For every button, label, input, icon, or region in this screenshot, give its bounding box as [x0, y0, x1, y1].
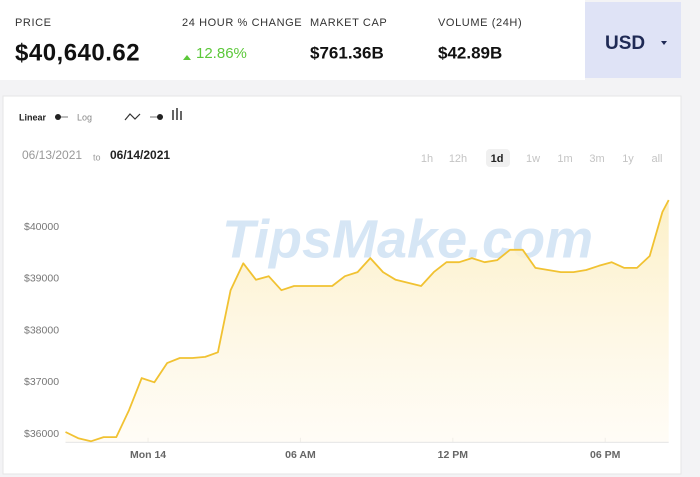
y-tick-label: $37000 — [24, 376, 59, 388]
range-button[interactable]: 1y — [622, 153, 634, 165]
x-tick-label: 06 AM — [285, 449, 316, 461]
date-from[interactable]: 06/13/2021 — [22, 148, 82, 162]
y-tick-label: $39000 — [24, 273, 59, 285]
stat-label: MARKET CAP — [310, 17, 387, 29]
plot: $36000 $37000 $38000 $39000 $40000 Mon 14 06 A… — [24, 199, 670, 461]
type-toggle-knob[interactable] — [157, 114, 163, 120]
date-sep: to — [93, 152, 101, 162]
range-active-bg[interactable] — [486, 149, 510, 167]
watermark: TipsMake.com — [222, 209, 593, 269]
stat-label: 24 HOUR % CHANGE — [182, 17, 302, 29]
header-bar — [0, 0, 585, 80]
date-to[interactable]: 06/14/2021 — [110, 148, 170, 162]
x-tick-label: 12 PM — [438, 449, 469, 461]
range-button[interactable]: 1h — [421, 153, 433, 165]
range-button[interactable]: all — [651, 153, 662, 165]
price-line — [65, 199, 670, 443]
range-button[interactable]: 3m — [589, 153, 604, 165]
y-tick-label: $38000 — [24, 324, 59, 336]
scale-linear[interactable]: Linear — [19, 112, 47, 122]
scale-log[interactable]: Log — [77, 112, 92, 122]
dropdown-caret — [661, 41, 667, 45]
range-button[interactable]: 1w — [526, 153, 540, 165]
range-buttons: 1h 12h 1d 1w 1m 3m 1y all — [421, 149, 663, 167]
candle-icon[interactable] — [172, 108, 182, 120]
stat-value: $40,640.62 — [15, 39, 140, 66]
stat-label: PRICE — [15, 17, 52, 29]
range-button[interactable]: 1m — [557, 153, 572, 165]
stat-value: $42.89B — [438, 43, 502, 62]
currency-label[interactable]: USD — [605, 33, 645, 54]
up-arrow — [183, 55, 191, 60]
range-button[interactable]: 1d — [491, 153, 504, 165]
scale-toggle-knob[interactable] — [55, 114, 61, 120]
y-tick-label: $36000 — [24, 428, 59, 440]
x-tick-label: 06 PM — [590, 449, 621, 461]
area-fill — [65, 200, 669, 442]
range-button[interactable]: 12h — [449, 153, 467, 165]
y-tick-label: $40000 — [24, 221, 59, 233]
x-tick-label: Mon 14 — [130, 449, 166, 461]
stats: PRICE $40,640.62 24 HOUR % CHANGE 12.86% MAR… — [15, 17, 522, 66]
stat-value: 12.86% — [196, 45, 247, 62]
line-icon[interactable] — [124, 113, 141, 121]
currency-selector[interactable] — [585, 2, 681, 78]
stat-label: VOLUME (24H) — [438, 17, 522, 29]
stat-value: $761.36B — [310, 43, 384, 62]
